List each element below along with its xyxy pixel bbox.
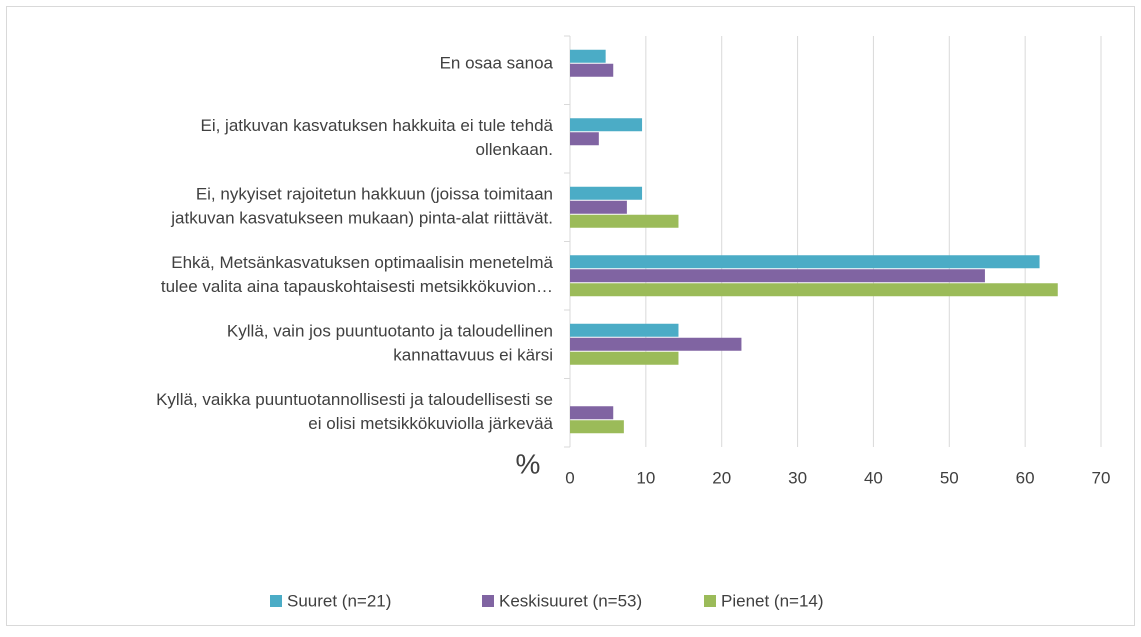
x-tick-label: 20 <box>712 468 731 487</box>
bar <box>570 49 606 63</box>
legend-swatch <box>482 595 494 607</box>
bar <box>570 186 643 200</box>
bar <box>570 337 742 351</box>
bar <box>570 255 1040 269</box>
y-tick-label: Kyllä, vaikka puuntuotannollisesti ja ta… <box>156 390 553 409</box>
y-tick-label: ei olisi metsikkökuviolla järkevää <box>308 414 553 433</box>
bar <box>570 214 679 228</box>
y-tick-label: ollenkaan. <box>475 140 553 159</box>
y-tick-label: Ei, nykyiset rajoitetun hakkuun (joissa … <box>196 185 553 204</box>
x-tick-label: 30 <box>788 468 807 487</box>
legend-swatch <box>704 595 716 607</box>
y-tick-label: jatkuvan kasvatukseen mukaan) pinta-alat… <box>170 209 553 228</box>
legend-label: Pienet (n=14) <box>721 591 824 610</box>
y-tick-label: En osaa sanoa <box>440 54 554 73</box>
y-tick-label: Ei, jatkuvan kasvatuksen hakkuita ei tul… <box>201 116 554 135</box>
bar <box>570 283 1058 297</box>
y-tick-label: kannattavuus ei kärsi <box>393 346 553 365</box>
legend-swatch <box>270 595 282 607</box>
bar <box>570 63 614 77</box>
legend-label: Keskisuuret (n=53) <box>499 591 642 610</box>
bar <box>570 132 599 146</box>
x-axis-label: % <box>516 448 541 479</box>
bar <box>570 351 679 365</box>
y-tick-label: tulee valita aina tapauskohtaisesti mets… <box>161 277 553 296</box>
bar <box>570 200 627 214</box>
x-tick-label: 50 <box>940 468 959 487</box>
x-tick-label: 60 <box>1016 468 1035 487</box>
x-tick-label: 40 <box>864 468 883 487</box>
x-tick-label: 70 <box>1092 468 1111 487</box>
y-tick-label: Kyllä, vain jos puuntuotanto ja taloudel… <box>227 322 553 341</box>
x-tick-label: 10 <box>636 468 655 487</box>
bar <box>570 118 643 132</box>
y-tick-label: Ehkä, Metsänkasvatuksen optimaalisin men… <box>171 253 553 272</box>
bar <box>570 269 985 283</box>
bar <box>570 323 679 337</box>
bar <box>570 406 614 420</box>
bar <box>570 420 624 434</box>
x-tick-label: 0 <box>565 468 574 487</box>
legend-label: Suuret (n=21) <box>287 591 391 610</box>
